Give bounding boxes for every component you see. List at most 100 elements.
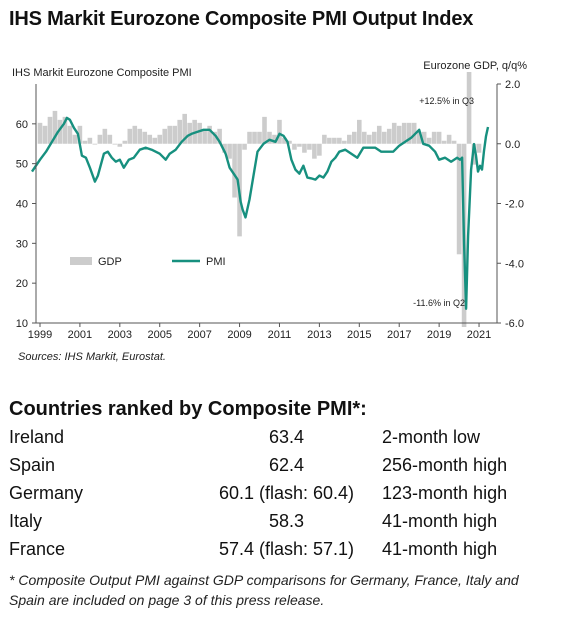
gdp-bar [142,131,148,144]
legend-gdp-swatch [70,257,92,265]
ranking-country: Italy [9,511,43,531]
gdp-bar [421,131,427,144]
gdp-bar [381,131,387,144]
gdp-bar [37,122,43,144]
gdp-bar [122,140,128,144]
ranking-status: 2-month low [382,427,481,447]
gdp-bar [212,131,217,144]
right-tick-label: 2.0 [505,79,520,91]
gdp-bar [47,116,53,144]
gdp-bar [401,122,407,144]
gdp-bar [307,143,312,150]
gdp-bar [152,137,158,144]
x-tick-label: 2009 [227,329,251,341]
chart-source: Sources: IHS Markit, Eurostat. [18,351,166,363]
gdp-bar [57,119,63,144]
gdp-bar [67,125,73,144]
gdp-bar [366,134,372,144]
x-tick-label: 2001 [68,329,92,341]
x-tick-label: 2003 [108,329,132,341]
footnote: * Composite Output PMI against GDP compa… [9,572,519,608]
x-tick-label: 2017 [387,329,411,341]
gdp-bar [77,125,83,144]
gdp-bar [162,128,168,144]
ranking-status: 41-month high [382,511,498,531]
legend: GDP PMI [70,256,226,268]
gdp-bar [147,134,153,144]
x-tick-label: 2021 [467,329,491,341]
ranking-row: Spain 62.4 256-month high [9,455,549,483]
ranking-value: 60.1 (flash: 60.4) [218,483,355,503]
gdp-bar [157,134,163,144]
gdp-bar [107,134,113,144]
gdp-bar [267,131,272,144]
gdp-bar [42,125,48,144]
ranking-country: France [9,539,66,559]
gdp-bar [312,143,317,159]
gdp-bar [167,125,172,144]
ranking-value: 57.4 (flash: 57.1) [218,539,355,559]
ranking-country: Germany [9,483,84,503]
right-axis-ticks: 2.0 0.0 -2.0 -4.0 -6.0 [497,79,524,330]
gdp-bar [72,134,78,144]
ranking-status: 256-month high [382,455,508,475]
x-tick-label: 2015 [347,329,371,341]
gdp-bar [197,122,202,144]
gdp-bar [202,128,207,144]
left-tick-label: 30 [16,238,28,250]
x-tick-label: 2007 [187,329,211,341]
ranking-country: Ireland [9,427,65,447]
gdp-bar [97,134,103,144]
legend-pmi-label: PMI [206,256,226,268]
annotation-q3: +12.5% in Q3 [419,96,474,106]
gdp-bar [227,143,232,159]
gdp-bar [371,131,377,144]
gdp-bar [52,110,58,144]
gdp-bar [322,134,327,144]
gdp-bar [391,122,397,144]
gdp-bar [117,143,123,147]
legend-gdp-label: GDP [98,256,122,268]
gdp-bar [451,140,457,144]
gdp-bar [137,128,143,144]
x-tick-label: 2019 [427,329,451,341]
ranking-value: 62.4 [268,455,305,475]
gdp-bar [207,125,212,144]
gdp-bar [62,116,68,144]
gdp-bar [242,143,247,150]
gdp-bar [347,134,352,144]
ranking-row: Ireland 63.4 2-month low [9,427,549,455]
gdp-bars [37,72,482,327]
right-tick-label: -6.0 [505,318,524,330]
gdp-bar [127,128,133,144]
left-tick-label: 20 [16,278,28,290]
gdp-bar [252,131,257,144]
left-axis-label: IHS Markit Eurozone Composite PMI [12,67,192,79]
right-tick-label: -2.0 [505,199,524,211]
gdp-bar [337,137,342,144]
gdp-bar [352,131,357,144]
gdp-bar [441,140,447,144]
gdp-bar [431,131,437,144]
gdp-bar [342,140,347,144]
annotation-q2: -11.6% in Q2 [413,298,465,308]
gdp-bar [302,143,307,153]
ranking-status: 41-month high [382,539,498,559]
gdp-bar [112,143,118,145]
gdp-bar [436,131,442,144]
gdp-bar [287,140,292,144]
gdp-bar [332,137,337,144]
gdp-bar [466,72,472,144]
gdp-bar [357,119,362,144]
gdp-bar [217,128,222,144]
ranking-value: 63.4 [268,427,305,447]
gdp-bar [456,143,462,255]
x-tick-label: 1999 [28,329,52,341]
ranking-status: 123-month high [382,483,508,503]
pmi-line [31,116,490,310]
gdp-bar [282,137,287,144]
gdp-bar [87,137,93,144]
x-axis-ticks: 1999 2001 2003 2005 2007 2009 2011 2013 2015 2017… [28,323,491,341]
right-tick-label: 0.0 [505,139,520,151]
left-tick-label: 40 [16,199,28,211]
